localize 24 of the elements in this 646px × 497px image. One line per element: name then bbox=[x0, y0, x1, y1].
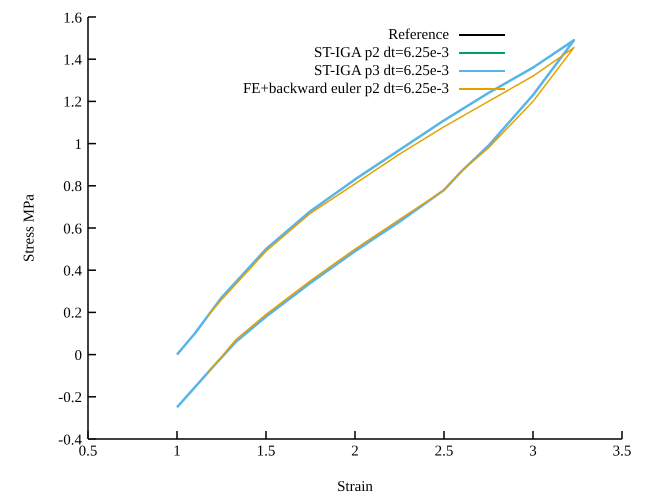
x-tick-label: 1.5 bbox=[256, 444, 276, 460]
x-tick-label: 2 bbox=[351, 444, 359, 460]
y-tick-label: 0.6 bbox=[63, 221, 82, 238]
x-tick-label: 3.5 bbox=[612, 444, 632, 460]
x-tick-label: 1 bbox=[173, 444, 181, 460]
y-axis-title: Stress MPa bbox=[21, 194, 38, 262]
y-tick-label: 0 bbox=[74, 348, 82, 364]
y-tick-label: 1 bbox=[74, 136, 82, 153]
y-tick-label: -0.2 bbox=[58, 390, 82, 406]
y-tick-label: 1.6 bbox=[63, 10, 82, 26]
y-tick-label: 1.2 bbox=[63, 94, 82, 111]
y-tick-label: 0.8 bbox=[63, 179, 82, 196]
x-tick-label: 2.5 bbox=[434, 444, 454, 460]
x-tick-label: 3 bbox=[529, 444, 537, 460]
line-series bbox=[206, 46, 575, 374]
y-tick-label: 0.2 bbox=[63, 306, 82, 322]
legend-label: ST-IGA p2 dt=6.25e-3 bbox=[314, 44, 449, 62]
y-tick-label: 1.4 bbox=[63, 52, 82, 69]
y-tick-label: 0.4 bbox=[63, 264, 82, 280]
legend-label: Reference bbox=[388, 26, 449, 44]
x-axis-title: Strain bbox=[337, 479, 374, 495]
legend-label: FE+backward euler p2 dt=6.25e-3 bbox=[242, 80, 449, 98]
x-tick-label: 0.5 bbox=[78, 444, 98, 460]
legend-label: ST-IGA p3 dt=6.25e-3 bbox=[314, 62, 449, 80]
